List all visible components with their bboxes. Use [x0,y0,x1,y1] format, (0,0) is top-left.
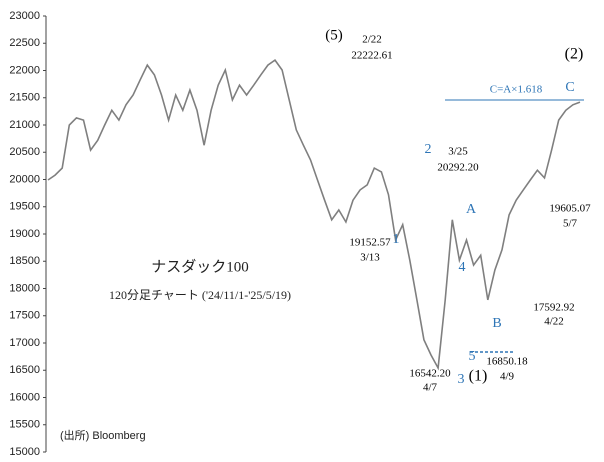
annotation: 5/7 [563,218,578,230]
annotation: 19605.07 [549,203,591,215]
y-tick-label: 15000 [9,446,40,458]
y-tick-label: 17500 [9,310,40,322]
annotation: C [565,80,574,95]
y-tick-label: 18500 [9,255,40,267]
chart-title: ナスダック100 [151,258,249,275]
annotation: 3 [458,372,465,387]
y-tick-label: 15500 [9,419,40,431]
annotation: B [492,316,501,331]
annotation: (5) [325,27,343,43]
y-tick-label: 19500 [9,201,40,213]
annotation: 4/7 [423,382,438,394]
annotation: 4/9 [500,371,515,383]
y-tick-label: 17000 [9,337,40,349]
annotation: (1) [469,368,488,385]
annotation: 2/22 [362,34,382,46]
y-tick-label: 22000 [9,64,40,76]
y-tick-label: 21000 [9,119,40,131]
y-tick-label: 18000 [9,282,40,294]
annotation: 22222.61 [351,50,392,62]
price-line [47,58,581,371]
y-tick-label: 20000 [9,173,40,185]
annotation: 17592.92 [533,302,574,314]
y-tick-label: 19000 [9,228,40,240]
annotation: 5 [469,349,476,364]
y-tick-label: 16000 [9,391,40,403]
annotation: 3/25 [448,146,468,158]
y-tick-label: 20500 [9,146,40,158]
annotation: 16542.20 [409,368,451,380]
y-tick-label: 16500 [9,364,40,376]
annotation: 20292.20 [437,162,479,174]
y-tick-label: 23000 [9,10,40,22]
annotation: 1 [393,232,400,247]
annotation: 2 [425,142,432,157]
source: (出所) Bloomberg [60,428,146,442]
y-tick-label: 22500 [9,37,40,49]
y-tick-label: 21500 [9,92,40,104]
chart-subtitle: 120分足チャート ('24/11/1-'25/5/19) [109,288,291,302]
annotation: 4 [459,260,466,275]
annotation: (2) [565,46,584,63]
annotation: 3/13 [360,252,380,264]
annotation: 19152.57 [349,237,391,249]
annotation: C=A×1.618 [490,84,543,96]
annotation: A [466,202,477,217]
annotation: 4/22 [544,316,564,328]
annotation: 16850.18 [486,356,528,368]
